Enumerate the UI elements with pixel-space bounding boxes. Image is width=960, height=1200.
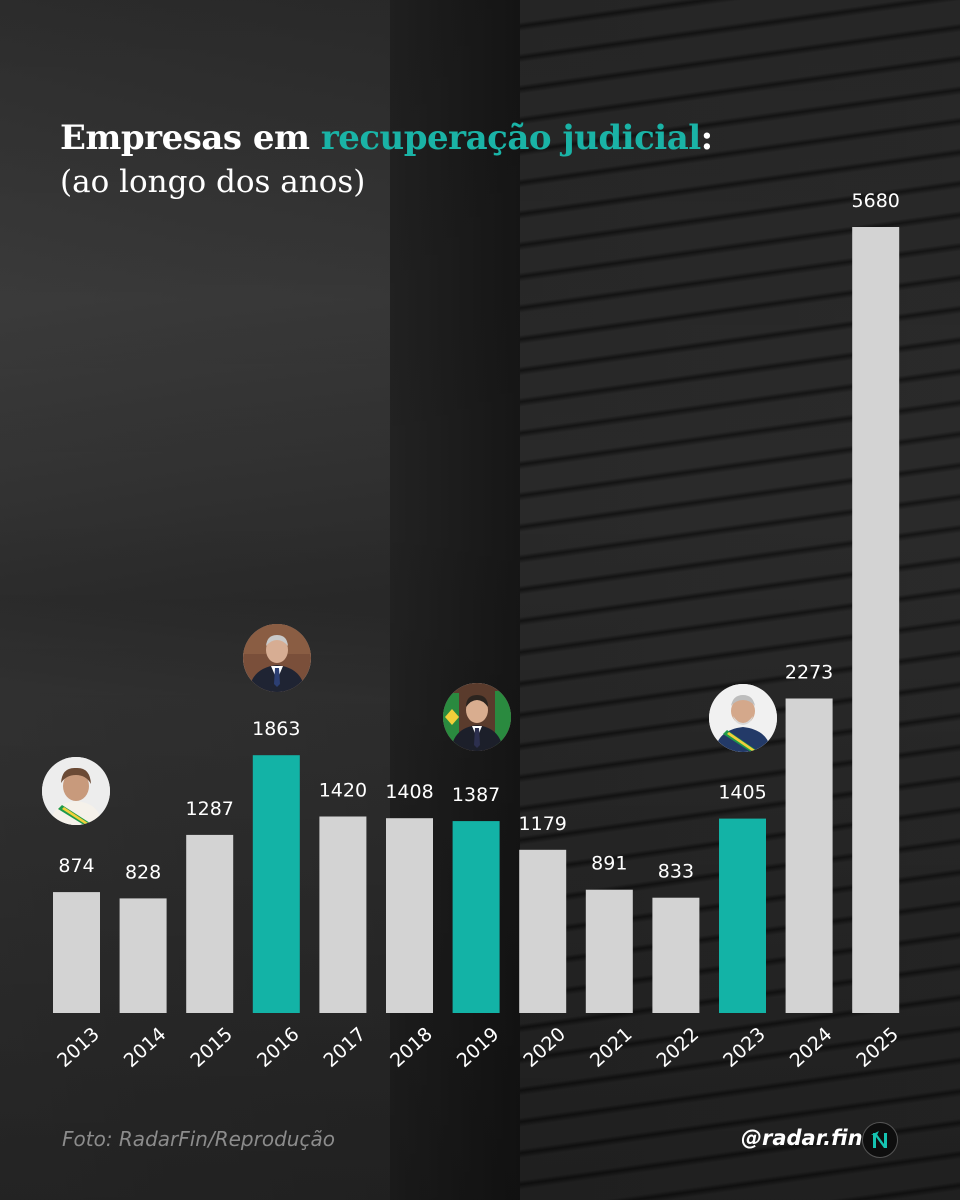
bar-2022 <box>652 897 700 1013</box>
bar-2020 <box>519 849 567 1013</box>
x-tick-2023: 2023 <box>719 1023 770 1072</box>
x-tick-2021: 2021 <box>586 1023 637 1072</box>
bar-2019 <box>452 821 500 1013</box>
person-portrait-icon <box>709 684 777 752</box>
avatar-2016 <box>243 624 311 692</box>
value-label-2014: 828 <box>125 861 161 883</box>
photo-credit: Foto: RadarFin/Reprodução <box>62 1127 335 1151</box>
bar-2018 <box>386 818 433 1013</box>
avatar-2019 <box>443 683 511 751</box>
value-label-2023: 1405 <box>718 782 766 804</box>
value-label-2024: 2273 <box>785 662 833 684</box>
value-label-2018: 1408 <box>385 781 433 803</box>
logo-mark-icon <box>871 1131 887 1148</box>
chart-title: Empresas em recuperação judicial: <box>60 118 713 158</box>
chart-subtitle: (ao longo dos anos) <box>60 164 366 200</box>
avatar-2023 <box>709 684 777 752</box>
value-label-2016: 1863 <box>252 718 300 740</box>
social-handle[interactable]: @radar.fin <box>741 1126 863 1150</box>
bar-2025 <box>852 227 900 1013</box>
value-label-2025: 5680 <box>852 190 900 212</box>
value-label-2013: 874 <box>58 855 94 877</box>
x-tick-2025: 2025 <box>852 1023 903 1072</box>
bar-2016 <box>252 755 300 1013</box>
avatar-2013 <box>42 757 110 825</box>
value-label-2022: 833 <box>658 861 694 883</box>
title-colon: : <box>700 118 714 158</box>
title-accent: recuperação judicial <box>320 118 701 158</box>
value-label-2017: 1420 <box>319 780 367 802</box>
x-tick-2017: 2017 <box>320 1023 371 1072</box>
x-tick-2019: 2019 <box>453 1023 504 1072</box>
bar-2015 <box>186 834 234 1013</box>
x-tick-2018: 2018 <box>386 1023 437 1072</box>
x-tick-2014: 2014 <box>120 1023 171 1072</box>
bar-2021 <box>585 889 633 1013</box>
value-label-2021: 891 <box>591 853 627 875</box>
x-tick-2015: 2015 <box>186 1023 237 1072</box>
value-label-2015: 1287 <box>186 798 234 820</box>
value-label-2019: 1387 <box>452 784 500 806</box>
bar-2014 <box>119 898 167 1013</box>
x-tick-2020: 2020 <box>519 1023 570 1072</box>
bar-2013 <box>53 892 100 1013</box>
radar-fin-logo-icon[interactable] <box>862 1122 898 1158</box>
bar-2023 <box>719 818 766 1013</box>
x-tick-2022: 2022 <box>653 1023 704 1072</box>
bar-2024 <box>785 698 833 1013</box>
bar-2017 <box>319 816 367 1013</box>
title-main: Empresas em <box>60 118 321 158</box>
x-tick-2024: 2024 <box>786 1023 837 1072</box>
person-portrait-icon <box>42 757 110 825</box>
person-portrait-icon <box>443 683 511 751</box>
x-tick-2016: 2016 <box>253 1023 304 1072</box>
x-tick-2013: 2013 <box>53 1023 104 1072</box>
person-portrait-icon <box>243 624 311 692</box>
value-label-2020: 1179 <box>519 813 567 835</box>
